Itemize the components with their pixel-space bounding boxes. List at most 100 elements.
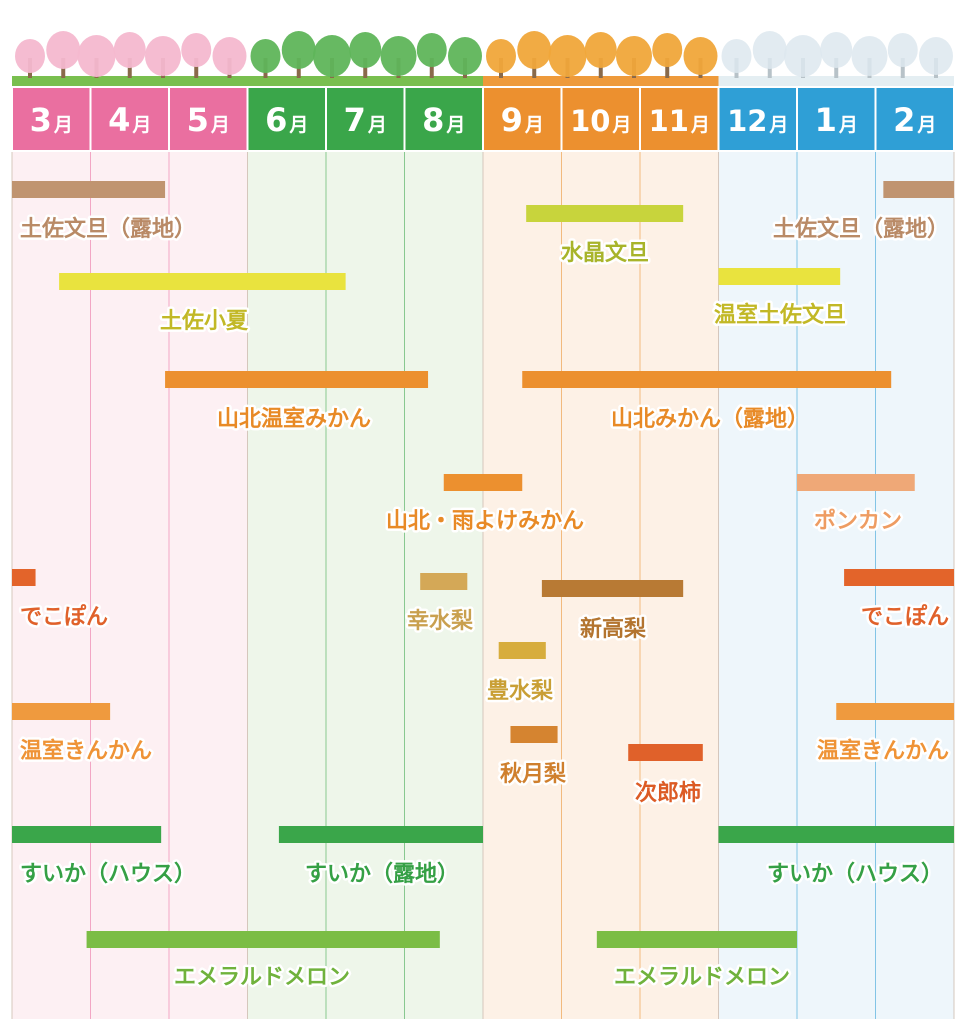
month-header-cell bbox=[13, 88, 90, 150]
month-suffix: 月 bbox=[916, 114, 936, 136]
harvest-bar bbox=[12, 826, 162, 843]
tree-crown bbox=[212, 37, 247, 75]
harvest-bar bbox=[883, 181, 954, 198]
month-suffix: 月 bbox=[367, 114, 387, 136]
tree-crown bbox=[887, 33, 918, 67]
month-suffix: 月 bbox=[768, 114, 788, 136]
season-tree-illustrations bbox=[12, 31, 954, 86]
tree-crown bbox=[820, 32, 853, 68]
crop-label: すいか（ハウス） bbox=[20, 862, 196, 887]
month-number: 12 bbox=[727, 104, 767, 138]
tree-crown bbox=[752, 31, 787, 69]
crop-label: すいか（露地） bbox=[305, 862, 459, 887]
month-number: 10 bbox=[570, 104, 610, 138]
tree-trunk bbox=[429, 58, 434, 78]
tree-crown bbox=[683, 37, 718, 75]
harvest-bar bbox=[844, 569, 954, 586]
month-header-cell bbox=[170, 88, 247, 150]
crop-label: すいか（ハウス） bbox=[767, 862, 943, 887]
crop-label: 豊水梨 bbox=[487, 678, 553, 704]
harvest-bar bbox=[718, 268, 841, 285]
tree-crown bbox=[919, 37, 953, 75]
harvest-bar bbox=[718, 826, 954, 843]
tree-crown bbox=[181, 33, 212, 67]
month-label: 10 月 bbox=[570, 104, 631, 138]
tree-crown bbox=[448, 37, 482, 75]
tree-crown bbox=[313, 35, 351, 77]
trees-spring bbox=[15, 31, 247, 78]
crop-label: ポンカン bbox=[814, 508, 902, 534]
crop-label: 山北温室みかん bbox=[217, 406, 371, 432]
crop-label: エメラルドメロン bbox=[614, 965, 790, 990]
tree-trunk bbox=[194, 58, 199, 78]
month-suffix: 月 bbox=[288, 114, 308, 136]
harvest-bar bbox=[12, 181, 166, 198]
harvest-bar bbox=[628, 744, 703, 761]
tree-crown bbox=[616, 36, 652, 76]
crop-label: 温室土佐文旦 bbox=[714, 302, 846, 328]
month-number: 6 bbox=[265, 101, 287, 139]
tree-crown bbox=[380, 36, 417, 76]
crop-label: 次郎柿 bbox=[635, 780, 701, 806]
tree-trunk bbox=[900, 58, 905, 78]
month-suffix: 月 bbox=[53, 114, 73, 136]
crop-label: 土佐文旦（露地） bbox=[20, 216, 196, 242]
crop-label: 土佐小夏 bbox=[160, 308, 249, 334]
tree-crown bbox=[113, 32, 146, 68]
crop-label: 土佐文旦（露地） bbox=[773, 216, 949, 242]
tree-crown bbox=[281, 31, 316, 69]
harvest-bars bbox=[12, 181, 954, 948]
harvest-bar bbox=[498, 642, 546, 659]
tree-crown bbox=[250, 39, 281, 73]
harvest-bar bbox=[522, 371, 892, 388]
ground-strip-summer bbox=[247, 76, 483, 86]
month-number: 3 bbox=[30, 101, 52, 139]
tree-crown bbox=[548, 35, 587, 77]
tree-crown bbox=[15, 39, 45, 73]
month-header-cell bbox=[405, 88, 482, 150]
ground-strip-winter bbox=[718, 76, 954, 86]
month-suffix: 月 bbox=[524, 114, 544, 136]
harvest-bar bbox=[12, 703, 111, 720]
tree-crown bbox=[517, 31, 552, 69]
harvest-bar bbox=[12, 569, 36, 586]
tree-crown bbox=[851, 36, 888, 76]
month-suffix: 月 bbox=[611, 114, 631, 136]
trees-winter bbox=[721, 31, 953, 78]
month-number: 8 bbox=[422, 101, 444, 139]
tree-trunk bbox=[665, 58, 670, 78]
month-label: 12 月 bbox=[727, 104, 788, 138]
tree-crown bbox=[721, 39, 752, 73]
crop-label: 新高梨 bbox=[580, 616, 646, 642]
tree-crown bbox=[486, 39, 516, 73]
ground-strip-autumn bbox=[483, 76, 719, 86]
month-suffix: 月 bbox=[131, 114, 151, 136]
crop-label: 温室きんかん bbox=[20, 738, 152, 764]
month-suffix: 月 bbox=[445, 114, 465, 136]
month-header-cell bbox=[719, 88, 796, 150]
crop-label: エメラルドメロン bbox=[174, 965, 350, 990]
month-header-row: 3 月 4 月 5 月 6 月 7 月 8 月 9 月 10 月 11 月 12 月 1 月 2 月 bbox=[13, 88, 953, 150]
tree-crown bbox=[584, 32, 617, 68]
tree-crown bbox=[349, 32, 382, 68]
month-header-cell bbox=[876, 88, 953, 150]
crop-label: でこぽん bbox=[20, 604, 108, 630]
crop-label: でこぽん bbox=[861, 604, 949, 630]
month-label: 11 月 bbox=[649, 104, 710, 138]
crop-label: 山北・雨よけみかん bbox=[386, 509, 584, 534]
month-header-cell bbox=[248, 88, 325, 150]
crop-label: 秋月梨 bbox=[500, 762, 566, 787]
ground-strip-spring bbox=[12, 76, 248, 86]
crop-label: 温室きんかん bbox=[817, 738, 949, 764]
harvest-bar bbox=[86, 931, 440, 948]
tree-crown bbox=[784, 35, 822, 77]
